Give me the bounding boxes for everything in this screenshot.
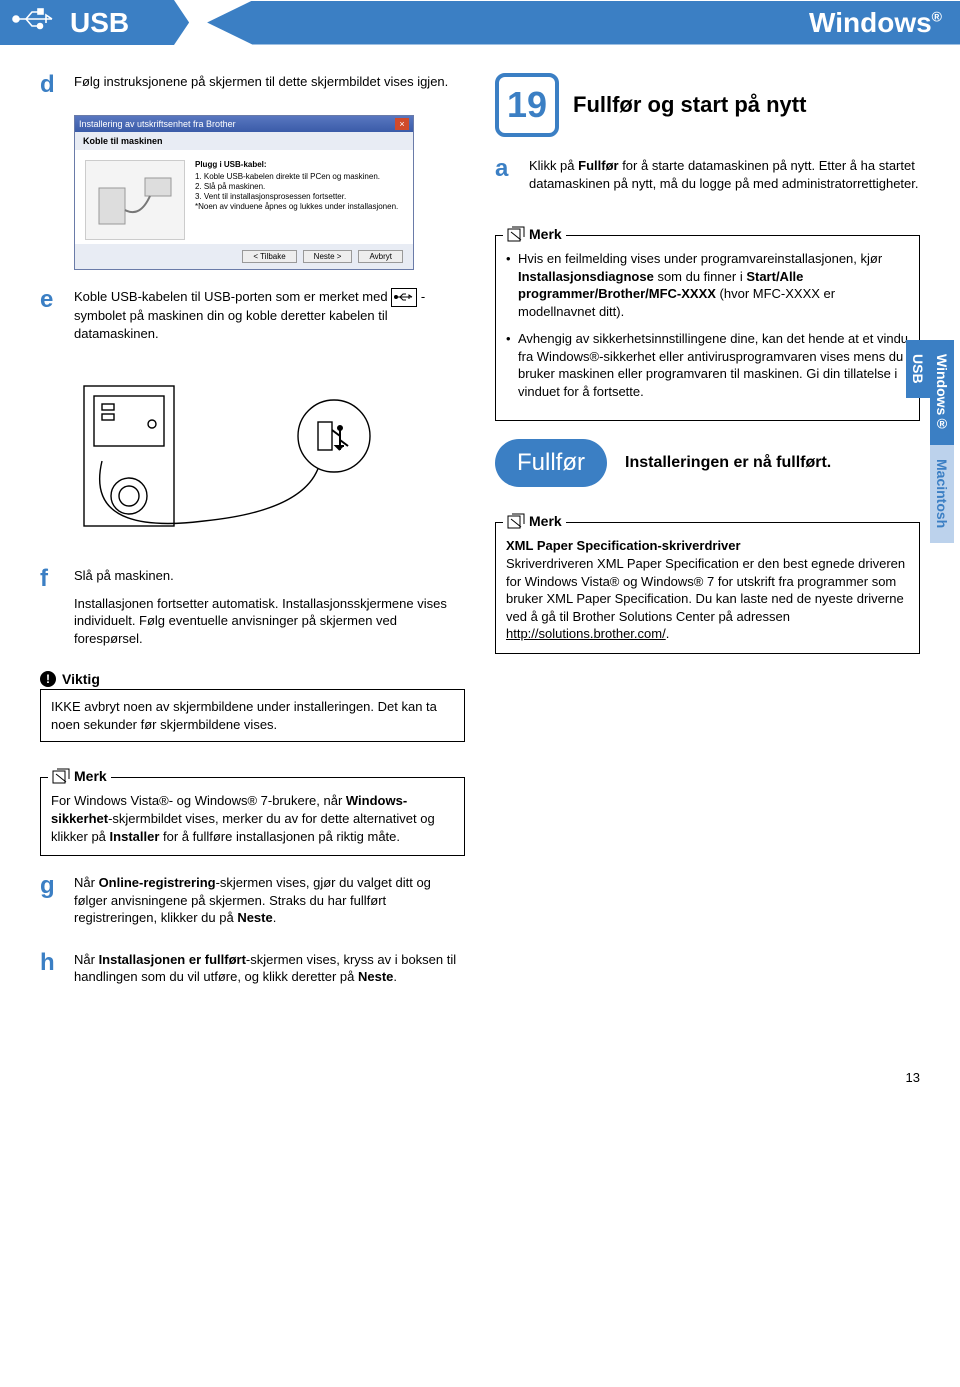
step-d: d Følg instruksjonene på skjermen til de… <box>40 73 465 101</box>
header-banner: USB Windows® <box>0 0 960 45</box>
warning-icon: ! <box>40 671 56 687</box>
installer-illustration <box>85 160 185 240</box>
tab-usb: USB <box>906 340 930 398</box>
fullfor-text: Installeringen er nå fullført. <box>625 453 831 473</box>
note-icon <box>507 513 525 529</box>
installer-next-button: Neste > <box>303 250 353 263</box>
big-step-number: 19 <box>495 73 559 137</box>
step-h-text: Når Installasjonen er fullført-skjermen … <box>74 951 465 986</box>
big-step-19: 19 Fullfør og start på nytt <box>495 73 920 137</box>
installer-back-button: < Tilbake <box>242 250 296 263</box>
merk1-label: Merk <box>74 768 107 784</box>
installer-subtitle: Koble til maskinen <box>83 136 163 146</box>
usb-inline-icon <box>391 288 417 308</box>
step-f-p1: Slå på maskinen. <box>74 567 465 585</box>
step-letter-e: e <box>40 288 74 353</box>
close-icon: × <box>395 118 409 130</box>
step-e: e Koble USB-kabelen til USB-porten som e… <box>40 288 465 353</box>
tab-macintosh: Macintosh <box>930 445 954 542</box>
tab-windows: Windows® <box>930 340 954 445</box>
banner-left-label: USB <box>70 7 129 39</box>
viktig-box: ! Viktig IKKE avbryt noen av skjermbilden… <box>40 671 465 742</box>
page-number: 13 <box>0 1050 960 1085</box>
usb-icon <box>12 6 56 39</box>
note-icon <box>52 768 70 784</box>
step-letter-a: a <box>495 157 529 202</box>
step-f-p2: Installasjonen fortsetter automatisk. In… <box>74 595 465 648</box>
big-step-title: Fullfør og start på nytt <box>573 92 806 118</box>
banner-usb: USB <box>0 0 189 45</box>
step-letter-g: g <box>40 874 74 937</box>
side-tabs: USB Windows® Macintosh <box>906 340 954 543</box>
pc-connection-illustration <box>74 366 465 549</box>
merk3-label: Merk <box>529 513 562 529</box>
viktig-body: IKKE avbryt noen av skjermbildene under … <box>40 689 465 742</box>
step-g-text: Når Online-registrering-skjermen vises, … <box>74 874 465 927</box>
step-e-text: Koble USB-kabelen til USB-porten som er … <box>74 288 465 343</box>
installer-title: Installering av utskriftsenhet fra Broth… <box>79 119 236 129</box>
solutions-link[interactable]: http://solutions.brother.com/ <box>506 626 666 641</box>
note-icon <box>507 226 525 242</box>
step-a: a Klikk på Fullfør for å starte datamask… <box>495 157 920 202</box>
installer-cancel-button: Avbryt <box>358 250 403 263</box>
merk3-body: XML Paper Specification-skriverdriver Sk… <box>495 522 920 653</box>
step-h: h Når Installasjonen er fullført-skjerme… <box>40 951 465 996</box>
step-a-text: Klikk på Fullfør for å starte datamaskin… <box>529 157 920 192</box>
step-letter-f: f <box>40 567 74 657</box>
merk-box-2: Merk Hvis en feilmelding vises under pro… <box>495 216 920 421</box>
step-g: g Når Online-registrering-skjermen vises… <box>40 874 465 937</box>
step-d-text: Følg instruksjonene på skjermen til dett… <box>74 73 465 91</box>
step-f: f Slå på maskinen. Installasjonen fortse… <box>40 567 465 657</box>
merk2-li1: Hvis en feilmelding vises under programv… <box>506 250 909 320</box>
fullfor-pill: Fullfør <box>495 439 607 487</box>
installer-screenshot: Installering av utskriftsenhet fra Broth… <box>74 115 414 270</box>
merk2-label: Merk <box>529 226 562 242</box>
merk-box-1: Merk For Windows Vista®- og Windows® 7-b… <box>40 758 465 856</box>
merk2-li2: Avhengig av sikkerhetsinnstillingene din… <box>506 330 909 400</box>
step-letter-d: d <box>40 73 74 101</box>
fullfor-row: Fullfør Installeringen er nå fullført. <box>495 439 920 487</box>
merk-box-3: Merk XML Paper Specification-skriverdriv… <box>495 503 920 653</box>
viktig-label: Viktig <box>62 671 100 687</box>
left-column: d Følg instruksjonene på skjermen til de… <box>40 73 465 1010</box>
step-letter-h: h <box>40 951 74 996</box>
banner-windows: Windows® <box>207 1 960 45</box>
merk1-body: For Windows Vista®- og Windows® 7-bruker… <box>40 777 465 856</box>
right-column: 19 Fullfør og start på nytt a Klikk på F… <box>495 73 920 1010</box>
